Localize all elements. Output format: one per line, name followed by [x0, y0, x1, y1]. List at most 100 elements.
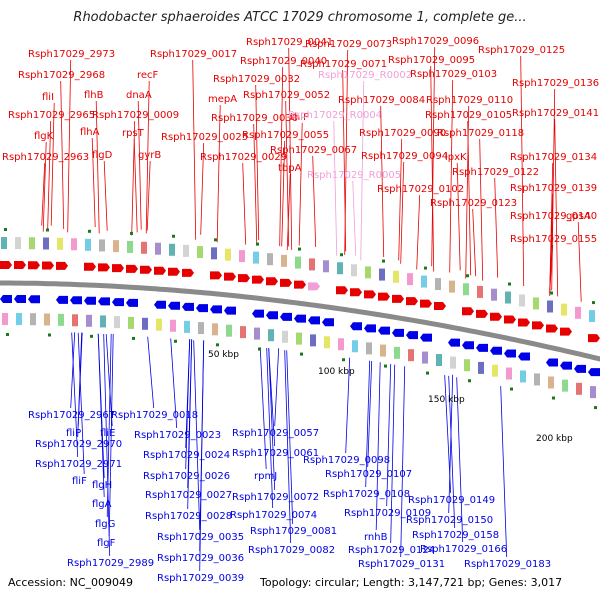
gene-label-top: Rsph17029_0134	[510, 152, 597, 163]
cog-bar-bottom	[576, 382, 582, 395]
tick-mark	[216, 343, 219, 347]
leader-line-top	[549, 244, 554, 294]
cog-bar-top	[379, 268, 385, 281]
forward-gene-arrow	[518, 318, 530, 327]
cog-bar-top	[57, 237, 63, 250]
cog-bar-bottom	[30, 313, 36, 326]
leader-line-top	[472, 208, 477, 277]
cog-bar-bottom	[212, 323, 218, 336]
leader-line-bottom	[268, 348, 276, 491]
leader-line-top	[577, 221, 582, 302]
cog-bar-bottom	[198, 322, 204, 335]
gene-label-top: Rsph17029_0073	[305, 39, 392, 50]
gene-label-bottom: Rsph17029_0057	[232, 428, 319, 439]
reverse-gene-arrow	[462, 341, 474, 350]
leader-line-bottom	[105, 334, 113, 427]
forward-gene-arrow	[546, 324, 558, 333]
forward-gene-arrow	[280, 278, 292, 287]
forward-gene-arrow	[224, 272, 236, 281]
cog-bar-top	[225, 248, 231, 261]
tick-mark	[46, 228, 49, 232]
cog-bar-bottom	[562, 379, 568, 392]
forward-gene-arrow	[84, 262, 96, 271]
leader-line-top	[467, 120, 472, 276]
tick-mark	[256, 242, 259, 246]
gene-label-bottom: flgA	[92, 499, 112, 510]
gene-label-top: flgK	[34, 131, 54, 142]
cog-bar-top	[71, 238, 77, 251]
gene-label-bottom: Rsph17029_0018	[111, 410, 198, 421]
cog-bar-top	[407, 273, 413, 286]
leader-line-top	[47, 120, 52, 229]
gene-label-top: flhB	[84, 90, 104, 101]
scale-label: 150 kbp	[428, 395, 465, 405]
cog-bar-top	[239, 250, 245, 263]
gene-label-bottom: Rsph17029_2971	[35, 459, 122, 470]
cog-bar-bottom	[226, 324, 232, 337]
reverse-gene-arrow	[420, 333, 432, 342]
gene-label-bottom: Rsph17029_0081	[250, 526, 337, 537]
cog-bar-bottom	[310, 334, 316, 347]
leader-line-top	[146, 160, 151, 231]
forward-gene-arrow	[42, 261, 54, 270]
reverse-gene-arrow	[112, 298, 124, 307]
reverse-gene-arrow	[56, 295, 68, 304]
leader-line-top	[520, 55, 525, 287]
reverse-gene-arrow	[280, 312, 292, 321]
cog-bar-top	[435, 278, 441, 291]
cog-bar-top	[127, 240, 133, 253]
tick-mark	[594, 406, 597, 410]
tick-mark	[468, 379, 471, 383]
gene-label-bottom: Rsph17029_0082	[248, 545, 335, 556]
gene-label-top: Rsph17029_0071	[300, 59, 387, 70]
leader-line-bottom	[97, 333, 105, 498]
gene-label-top: flgD	[92, 150, 113, 161]
gene-label-top: Rsph17029_0103	[410, 69, 497, 80]
cog-bar-bottom	[450, 356, 456, 369]
leader-line-top	[60, 80, 65, 229]
reverse-gene-arrow	[406, 331, 418, 340]
forward-gene-arrow	[406, 297, 418, 306]
tick-mark	[466, 274, 469, 278]
reverse-gene-arrow	[588, 368, 600, 377]
leader-line-top	[103, 160, 108, 231]
forward-gene-arrow	[126, 264, 138, 273]
gene-label-bottom: Rsph17029_0107	[325, 469, 412, 480]
cog-bar-bottom	[156, 318, 162, 331]
cog-bar-bottom	[352, 340, 358, 353]
cog-bar-top	[141, 241, 147, 254]
leader-line-bottom	[365, 360, 371, 488]
forward-gene-arrow	[560, 327, 572, 336]
tick-mark	[172, 234, 175, 238]
cog-bar-bottom	[240, 326, 246, 339]
scale-label: 100 kbp	[318, 367, 355, 377]
cog-bar-bottom	[492, 364, 498, 377]
gene-label-top: rpsT	[122, 128, 145, 139]
leader-line-top	[133, 138, 138, 233]
gene-label-top: Rsph17029_0052	[243, 90, 330, 101]
leader-line-top	[145, 80, 150, 234]
reverse-gene-arrow	[476, 343, 488, 352]
gene-label-top: Rsph17029_0095	[388, 55, 475, 66]
tick-mark	[88, 229, 91, 233]
cog-bar-top	[491, 288, 497, 301]
cog-bar-bottom	[128, 316, 134, 329]
cog-bar-bottom	[142, 317, 148, 330]
cog-bar-bottom	[296, 332, 302, 345]
reverse-gene-arrow	[196, 304, 208, 313]
reverse-gene-arrow	[322, 318, 334, 327]
cog-bar-top	[43, 237, 49, 250]
cog-bar-top	[575, 306, 581, 319]
cog-bar-bottom	[422, 351, 428, 364]
accession-text: Accession: NC_009049	[8, 576, 134, 589]
leader-line-bottom	[284, 350, 292, 544]
cog-bar-top	[561, 303, 567, 316]
gene-label-bottom: Rsph17029_0061	[232, 448, 319, 459]
forward-gene-arrow	[0, 261, 12, 269]
forward-gene-arrow	[238, 274, 250, 283]
leader-line-bottom	[386, 363, 392, 507]
tick-mark	[384, 364, 387, 368]
gene-label-top: Rsph17029_0136	[512, 78, 599, 89]
cog-bar-bottom	[520, 370, 526, 383]
gene-label-bottom: rnhB	[364, 532, 388, 543]
